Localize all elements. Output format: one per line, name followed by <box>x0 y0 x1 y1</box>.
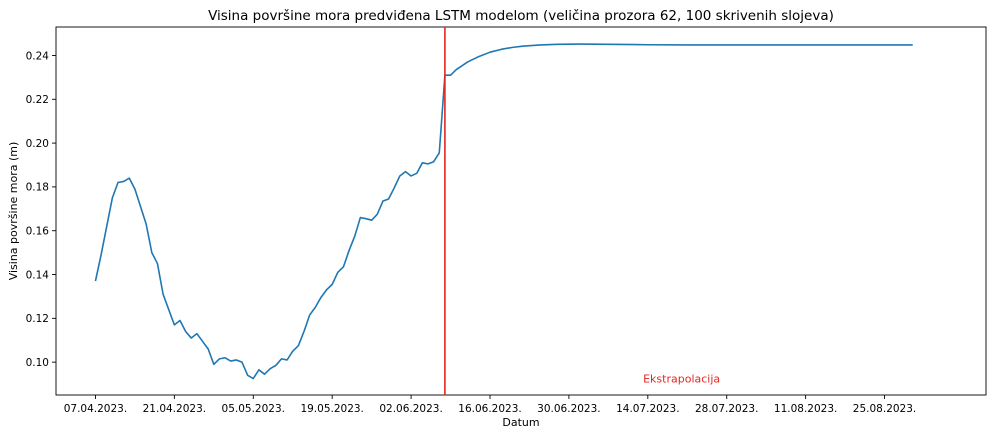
x-tick-label: 25.08.2023. <box>853 403 916 415</box>
x-axis: 07.04.2023. 21.04.2023. 05.05.2023. 19.05.2… <box>64 395 916 415</box>
x-tick-label: 07.04.2023. <box>64 403 127 415</box>
y-tick-label: 0.10 <box>26 357 49 369</box>
x-tick-label: 14.07.2023. <box>616 403 679 415</box>
chart-title: Visina površine mora predviđena LSTM mod… <box>208 8 834 24</box>
x-tick-label: 30.06.2023. <box>537 403 600 415</box>
y-axis: 0.10 0.12 0.14 0.16 0.18 0.20 0.22 0.24 <box>26 50 56 369</box>
x-tick-label: 16.06.2023. <box>458 403 521 415</box>
y-tick-label: 0.18 <box>26 182 49 194</box>
x-tick-label: 21.04.2023. <box>143 403 206 415</box>
x-tick-label: 02.06.2023. <box>379 403 442 415</box>
y-tick-label: 0.20 <box>26 138 49 150</box>
extrapolation-label: Ekstrapolacija <box>643 373 720 386</box>
x-tick-label: 19.05.2023. <box>300 403 363 415</box>
y-tick-label: 0.24 <box>26 50 50 62</box>
y-tick-label: 0.12 <box>26 313 49 325</box>
series-layer <box>94 43 913 380</box>
x-tick-label: 28.07.2023. <box>695 403 758 415</box>
y-tick-label: 0.14 <box>26 269 50 281</box>
plot-frame <box>55 26 987 396</box>
y-axis-title: Visina površine mora (m) <box>7 142 20 281</box>
y-tick-label: 0.16 <box>26 226 50 238</box>
series-line <box>94 43 913 380</box>
y-tick-label: 0.22 <box>26 94 49 106</box>
x-tick-label: 11.08.2023. <box>774 403 837 415</box>
x-axis-title: Datum <box>502 416 539 429</box>
x-tick-label: 05.05.2023. <box>222 403 285 415</box>
